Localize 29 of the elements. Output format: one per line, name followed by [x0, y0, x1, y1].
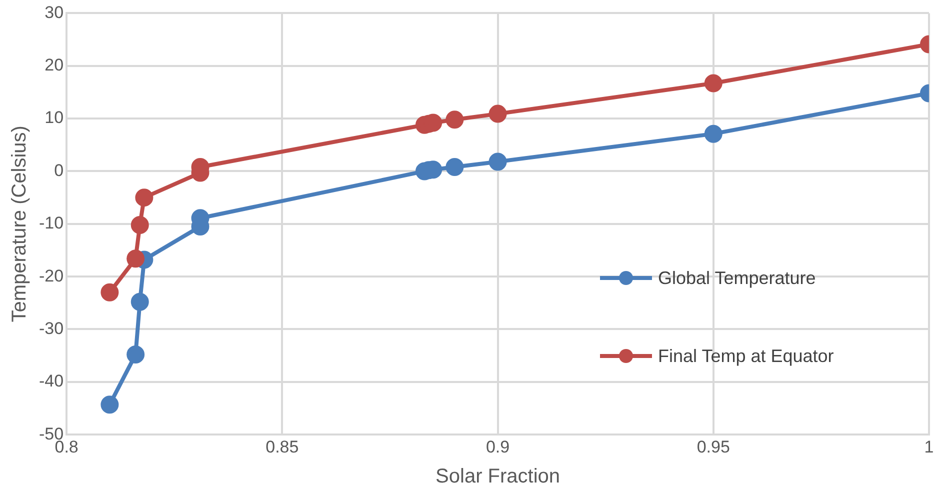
y-tick-label: -20: [38, 266, 64, 286]
point: [488, 152, 507, 171]
point: [126, 346, 145, 364]
x-tick-label: 0.9: [486, 437, 510, 456]
legend-label: Global Temperature: [658, 268, 816, 288]
y-axis-title: Temperature (Celsius): [8, 126, 31, 322]
legend-label: Final Temp at Equator: [658, 346, 834, 366]
point: [100, 283, 119, 302]
y-tick-label: -10: [38, 214, 64, 233]
y-tick-label: 20: [44, 56, 64, 75]
y-tick-label: -40: [38, 372, 64, 391]
y-tick-label: 10: [44, 108, 64, 128]
point: [704, 124, 722, 143]
y-tick-label: 30: [44, 2, 64, 22]
point: [126, 250, 145, 268]
point: [130, 216, 149, 234]
x-tick-label: 0.95: [696, 437, 730, 456]
point: [446, 158, 464, 176]
point: [704, 74, 722, 92]
point: [446, 110, 464, 129]
point: [130, 292, 149, 311]
x-tick-label: 1: [924, 437, 934, 456]
point: [488, 104, 507, 123]
y-tick-label: 0: [54, 160, 64, 180]
point: [135, 188, 154, 207]
x-tick-label: 0.85: [266, 437, 299, 456]
x-axis-title: Solar Fraction: [436, 466, 560, 488]
point: [100, 396, 119, 414]
y-tick-label: -30: [38, 318, 64, 338]
